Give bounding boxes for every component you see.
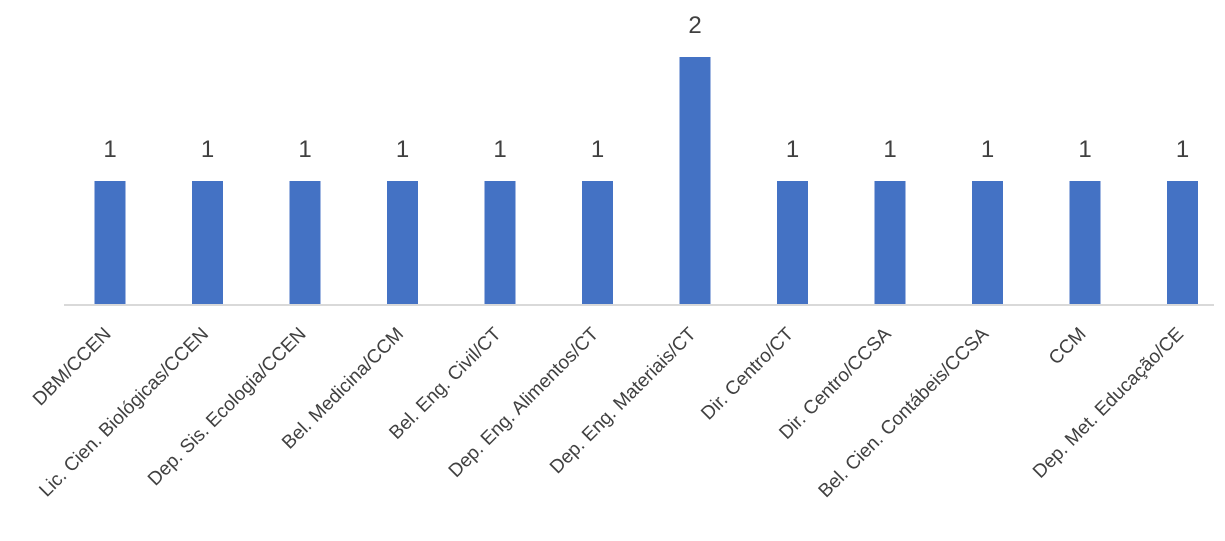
bar-11 [1069,181,1101,305]
bar-12 [1167,181,1198,305]
bar-10 [972,181,1003,305]
data-label-11: 1 [1078,136,1091,163]
x-tick-label-11: CCM [1045,324,1090,369]
data-label-10: 1 [981,136,994,163]
data-label-2: 1 [201,136,214,163]
bar-9 [874,181,906,305]
data-label-8: 1 [786,136,799,163]
bar-4 [387,181,418,305]
data-label-4: 1 [396,136,409,163]
data-label-7: 2 [688,12,701,39]
x-tick-label-3: Dep. Sis. Ecologia/CCEN [144,324,310,490]
data-label-1: 1 [103,136,116,163]
bar-8 [777,181,808,305]
data-label-9: 1 [883,136,896,163]
data-label-12: 1 [1176,136,1189,163]
data-label-6: 1 [591,136,604,163]
bar-2 [192,181,223,305]
bar-5 [484,181,516,305]
bar-1 [94,181,126,305]
bar-6 [582,181,613,305]
x-tick-label-8: Dir. Centro/CT [697,323,798,424]
bar-7 [679,57,711,305]
data-label-3: 1 [298,136,311,163]
x-tick-label-2: Lic. Cien. Biológicas/CCEN [35,324,213,502]
x-tick-label-10: Bel. Cien. Contábeis/CCSA [815,323,994,502]
x-tick-label-1: DBM/CCEN [29,324,116,411]
bar-3 [289,181,321,305]
data-label-5: 1 [493,136,506,163]
data-labels-layer: 1 1 1 1 1 1 2 1 1 1 1 1 [103,12,1189,163]
bars-layer [94,57,1198,305]
